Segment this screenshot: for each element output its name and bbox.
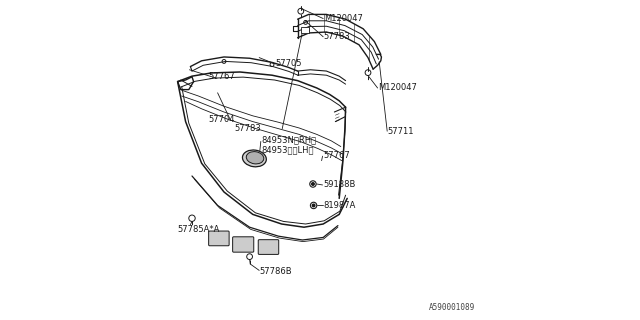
Text: A590001089: A590001089 bbox=[429, 303, 475, 312]
Text: 57786B: 57786B bbox=[260, 267, 292, 276]
Text: M120047: M120047 bbox=[324, 14, 363, 23]
Text: 57785A*A: 57785A*A bbox=[178, 225, 220, 234]
Text: M120047: M120047 bbox=[378, 84, 417, 92]
Text: 81987A: 81987A bbox=[323, 201, 356, 210]
FancyBboxPatch shape bbox=[209, 231, 229, 246]
Circle shape bbox=[312, 204, 315, 207]
Text: 57711: 57711 bbox=[388, 127, 414, 136]
Text: 57783: 57783 bbox=[324, 32, 351, 41]
Text: 59188B: 59188B bbox=[323, 180, 356, 189]
Text: 84953N〈RH〉: 84953N〈RH〉 bbox=[262, 136, 317, 145]
Ellipse shape bbox=[243, 150, 266, 167]
Bar bbox=[301, 27, 309, 33]
Circle shape bbox=[312, 183, 314, 185]
FancyBboxPatch shape bbox=[259, 240, 279, 254]
Text: 57705: 57705 bbox=[276, 60, 302, 68]
Text: 57704: 57704 bbox=[208, 115, 234, 124]
Ellipse shape bbox=[246, 152, 264, 164]
Text: 57767: 57767 bbox=[323, 151, 350, 160]
Text: 57783: 57783 bbox=[234, 124, 261, 133]
Text: 57767: 57767 bbox=[209, 72, 236, 81]
Text: 84953ⓓ〈LH〉: 84953ⓓ〈LH〉 bbox=[262, 145, 314, 154]
FancyBboxPatch shape bbox=[233, 237, 254, 252]
